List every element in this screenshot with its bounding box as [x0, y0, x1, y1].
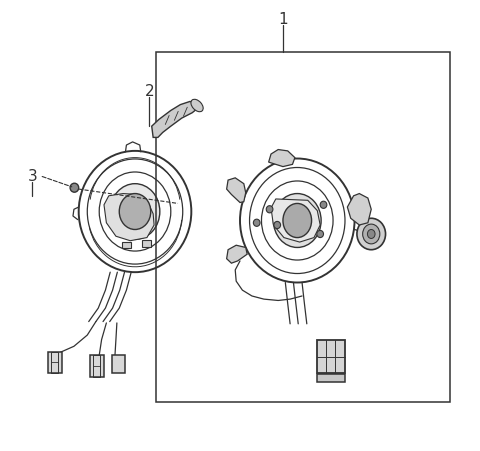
Polygon shape [269, 150, 295, 167]
Ellipse shape [274, 222, 281, 229]
Ellipse shape [253, 220, 260, 227]
Ellipse shape [283, 204, 312, 238]
Polygon shape [227, 179, 246, 203]
Ellipse shape [110, 184, 160, 240]
Text: 2: 2 [144, 83, 154, 98]
Bar [156, 53, 450, 403]
Polygon shape [348, 194, 371, 226]
Bar [90, 355, 104, 377]
Ellipse shape [266, 206, 273, 213]
Bar [121, 242, 131, 249]
Text: 3: 3 [27, 169, 37, 184]
Bar [142, 241, 151, 247]
Ellipse shape [320, 202, 327, 209]
Polygon shape [104, 194, 154, 241]
Polygon shape [227, 246, 247, 263]
Bar [94, 355, 100, 377]
Polygon shape [152, 102, 199, 138]
Polygon shape [271, 199, 320, 243]
Ellipse shape [317, 231, 324, 238]
Bar [112, 355, 124, 373]
Bar [48, 352, 62, 373]
Ellipse shape [357, 219, 385, 250]
Text: 1: 1 [278, 12, 288, 27]
Ellipse shape [119, 194, 151, 230]
Ellipse shape [274, 194, 321, 248]
Ellipse shape [367, 230, 375, 239]
Bar [317, 374, 345, 382]
Ellipse shape [240, 159, 355, 283]
Ellipse shape [191, 100, 203, 112]
Ellipse shape [70, 184, 79, 193]
Bar [317, 340, 345, 373]
Bar [51, 352, 58, 373]
Ellipse shape [79, 152, 192, 272]
Ellipse shape [363, 225, 380, 244]
